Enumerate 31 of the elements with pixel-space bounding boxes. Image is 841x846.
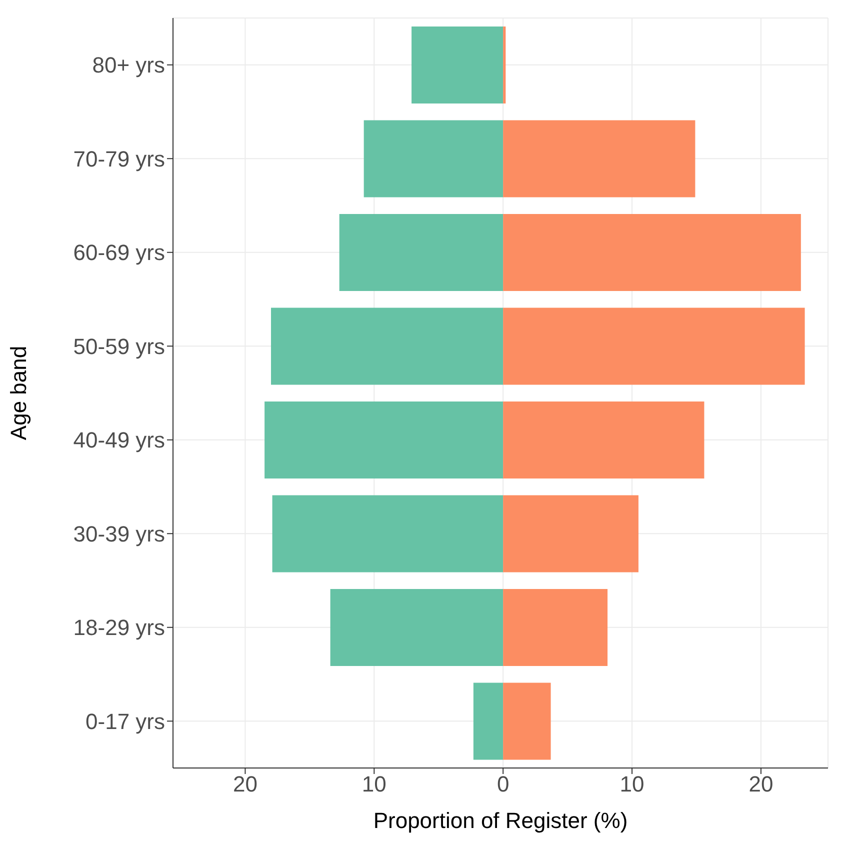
bar: [272, 495, 504, 572]
y-tick-label: 30-39 yrs: [73, 521, 165, 546]
bar: [503, 495, 638, 572]
y-axis-title: Age band: [6, 346, 31, 440]
bar: [473, 682, 504, 760]
x-axis-title: Proportion of Register (%): [373, 808, 628, 833]
bar: [270, 308, 504, 385]
x-tick-label: 10: [620, 772, 644, 797]
y-tick-label: 50-59 yrs: [73, 334, 165, 359]
y-tick-label: 70-79 yrs: [73, 146, 165, 172]
bar: [503, 308, 805, 385]
bar: [503, 120, 696, 198]
x-tick-label: 20: [748, 772, 774, 797]
x-tick-label: 0: [496, 772, 510, 797]
bar: [339, 214, 504, 291]
y-tick-label: 60-69 yrs: [73, 240, 165, 266]
bar: [503, 588, 608, 666]
bar: [503, 26, 506, 104]
x-tick-label: 20: [232, 772, 258, 797]
y-tick-label: 18-29 yrs: [73, 615, 165, 640]
bar: [503, 682, 551, 760]
x-tick-label: 10: [362, 772, 386, 797]
bar: [364, 120, 504, 198]
bar: [412, 26, 504, 104]
y-tick-label: 40-49 yrs: [73, 428, 165, 453]
bar: [264, 401, 504, 478]
bar: [503, 214, 801, 291]
y-tick-label: 0-17 yrs: [86, 708, 165, 734]
bar: [330, 588, 504, 666]
bar: [503, 401, 704, 478]
y-tick-label: 80+ yrs: [92, 52, 165, 78]
